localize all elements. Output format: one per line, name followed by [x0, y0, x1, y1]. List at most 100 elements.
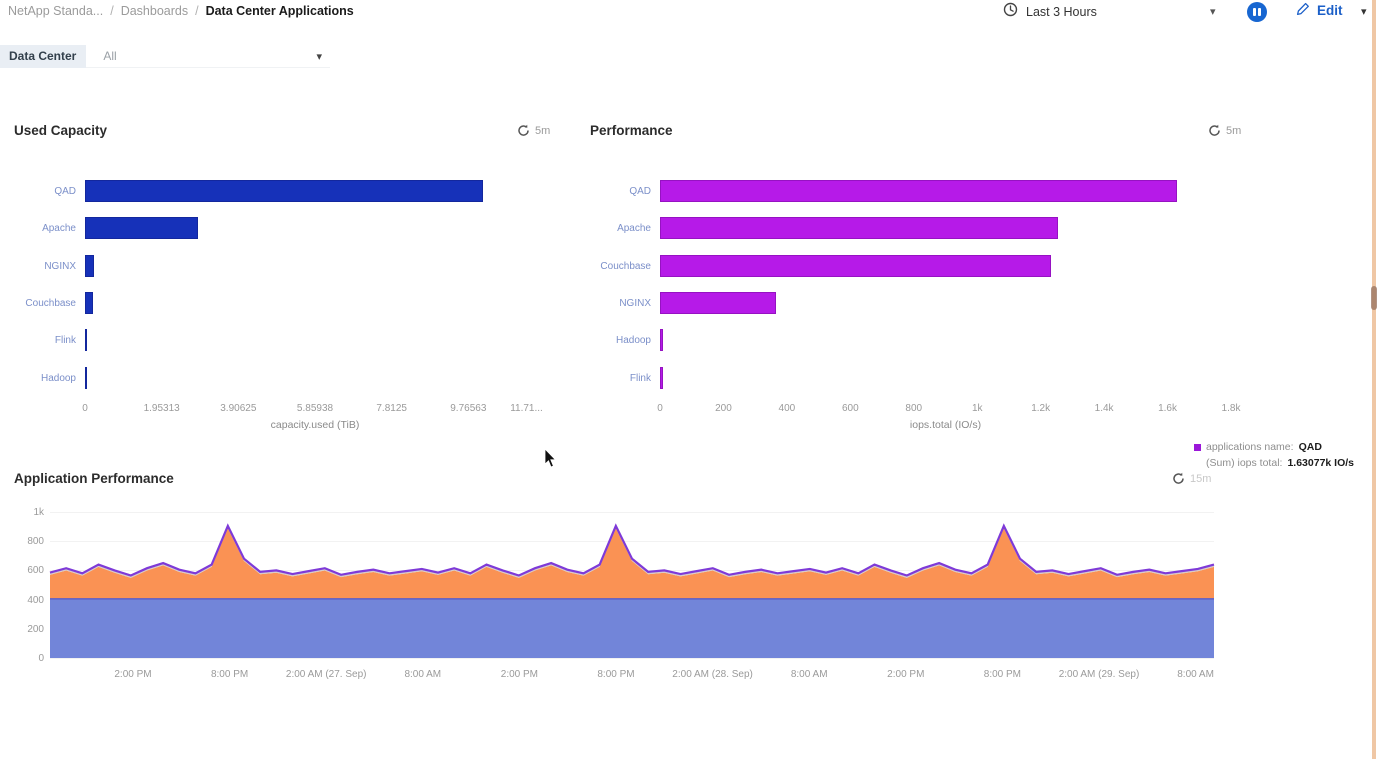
- refresh-icon: [1208, 124, 1221, 137]
- x-axis-tick: 1.2k: [1031, 403, 1051, 414]
- bar-category-label: NGINX: [44, 260, 76, 272]
- refresh-interval-label: 5m: [1226, 124, 1242, 137]
- refresh-icon: [517, 124, 530, 137]
- bar-category-label: Couchbase: [600, 260, 651, 272]
- y-axis-tick: 0: [38, 653, 44, 664]
- x-axis-tick: 5.85938: [296, 403, 334, 414]
- x-axis-tick: 1.95313: [143, 403, 180, 414]
- breadcrumb: NetApp Standa... / Dashboards / Data Cen…: [8, 4, 354, 18]
- performance-bar-chart: QAD Apache Couchbase NGINX Hadoop Flink 0 200 40…: [575, 170, 1255, 435]
- breadcrumb-root[interactable]: NetApp Standa...: [8, 4, 104, 18]
- x-axis-tick: 3.90625: [220, 403, 257, 414]
- x-axis-tick: 1.4k: [1094, 403, 1114, 414]
- bar-hadoop[interactable]: [85, 366, 87, 389]
- x-axis-tick: 1.8k: [1221, 403, 1241, 414]
- bar-couchbase[interactable]: [85, 291, 93, 314]
- bar-apache[interactable]: [85, 217, 198, 240]
- x-axis-tick: 8:00 AM: [790, 669, 828, 680]
- datacenter-filter-label: Data Center: [0, 44, 87, 68]
- x-axis-tick: 7.8125: [376, 403, 407, 414]
- breadcrumb-separator: /: [195, 4, 199, 18]
- clock-icon: [1003, 2, 1018, 22]
- bar-flink[interactable]: [85, 329, 87, 352]
- right-edge-strip-mark: [1371, 286, 1377, 310]
- x-axis-tick: 8:00 AM: [1177, 669, 1214, 680]
- bar-category-label: Apache: [42, 223, 76, 235]
- tooltip-metric-label: (Sum) iops total:: [1206, 457, 1283, 469]
- x-axis-tick: 800: [905, 403, 923, 414]
- x-axis-tick: 8:00 AM: [404, 669, 442, 680]
- x-axis-tick: 600: [841, 403, 859, 414]
- used-capacity-bar-chart: QAD Apache NGINX Couchbase Flink Hadoop 0 1.953…: [0, 170, 570, 435]
- datacenter-filter[interactable]: Data Center All ▾: [0, 44, 330, 68]
- x-axis-tick: 2:00 PM: [114, 669, 152, 680]
- edit-menu-caret-icon[interactable]: ▾: [1361, 6, 1367, 18]
- x-axis-tick: 200: [715, 403, 732, 414]
- x-axis-tick: 2:00 AM (29. Sep): [1058, 669, 1140, 680]
- refresh-interval-label: 5m: [535, 124, 551, 137]
- refresh-interval-label: 15m: [1190, 472, 1212, 485]
- x-axis-tick: 8:00 PM: [597, 669, 635, 680]
- bar-category-label: QAD: [54, 186, 76, 197]
- mouse-cursor: [544, 448, 557, 468]
- application-performance-refresh-button[interactable]: 15m: [1172, 472, 1211, 485]
- tooltip-series-label: applications name:: [1206, 441, 1294, 453]
- x-axis-tick: 400: [778, 403, 796, 414]
- refresh-icon: [1172, 472, 1185, 485]
- breadcrumb-current-page: Data Center Applications: [205, 4, 354, 18]
- pause-icon: [1258, 8, 1261, 16]
- x-axis-title: capacity.used (TiB): [270, 419, 360, 431]
- x-axis-tick: 9.76563: [450, 403, 487, 414]
- time-range-label: Last 3 Hours: [1026, 5, 1097, 19]
- tooltip-metric-value: 1.63077k IO/s: [1287, 457, 1355, 469]
- x-axis-tick: 2:00 AM (28. Sep): [672, 669, 753, 680]
- bar-apache[interactable]: [660, 217, 1059, 240]
- x-axis-tick: 2:00 PM: [887, 669, 925, 680]
- x-axis-tick: 2:00 AM (27. Sep): [285, 669, 367, 680]
- blue-area-baseline: [50, 598, 1214, 658]
- bar-category-label: QAD: [629, 186, 651, 197]
- edit-button[interactable]: Edit: [1296, 2, 1343, 19]
- breadcrumb-separator: /: [110, 4, 114, 18]
- bar-category-label: Couchbase: [25, 297, 76, 309]
- x-axis-tick: 1k: [971, 403, 983, 414]
- bar-category-label: Apache: [617, 223, 651, 235]
- bar-flink[interactable]: [660, 366, 663, 389]
- bar-qad[interactable]: [85, 180, 484, 202]
- time-range-caret-icon[interactable]: ▾: [1210, 6, 1216, 18]
- gridline: [50, 512, 1214, 513]
- x-axis-tick: 2:00 PM: [500, 669, 539, 680]
- bar-hadoop[interactable]: [660, 329, 663, 352]
- pencil-icon: [1296, 2, 1310, 19]
- purple-total-line: [49, 523, 1215, 577]
- bar-nginx[interactable]: [85, 254, 95, 277]
- bar-nginx[interactable]: [660, 291, 776, 314]
- pause-icon: [1253, 8, 1256, 16]
- breadcrumb-dashboards[interactable]: Dashboards: [120, 4, 189, 18]
- y-axis-tick: 800: [27, 536, 44, 548]
- edit-label: Edit: [1317, 3, 1343, 18]
- bar-category-label: Flink: [629, 372, 651, 384]
- bar-qad[interactable]: [660, 180, 1178, 202]
- x-axis-tick: 8:00 PM: [210, 669, 249, 680]
- datacenter-filter-caret-icon[interactable]: ▾: [316, 50, 322, 63]
- gridline: [50, 541, 1214, 543]
- used-capacity-panel-title: Used Capacity: [14, 123, 108, 138]
- application-performance-area-chart[interactable]: [49, 505, 1215, 658]
- bar-couchbase[interactable]: [660, 254, 1052, 277]
- series-swatch: [1194, 443, 1201, 451]
- datacenter-filter-value[interactable]: All: [103, 49, 117, 63]
- x-axis-tick: 0: [82, 403, 88, 414]
- x-axis-title: iops.total (IO/s): [909, 419, 982, 431]
- performance-panel-title: Performance: [590, 123, 673, 138]
- y-axis-tick: 400: [27, 594, 44, 606]
- right-edge-strip: [1372, 0, 1376, 759]
- pause-button[interactable]: [1247, 2, 1267, 22]
- time-range-picker[interactable]: Last 3 Hours: [1003, 2, 1097, 22]
- application-performance-panel-title: Application Performance: [14, 471, 174, 486]
- gridline: [50, 658, 1214, 659]
- used-capacity-refresh-button[interactable]: 5m: [517, 124, 550, 137]
- performance-refresh-button[interactable]: 5m: [1208, 124, 1241, 137]
- x-axis-tick: 11.71...: [510, 403, 543, 414]
- y-axis-tick: 1k: [33, 507, 44, 518]
